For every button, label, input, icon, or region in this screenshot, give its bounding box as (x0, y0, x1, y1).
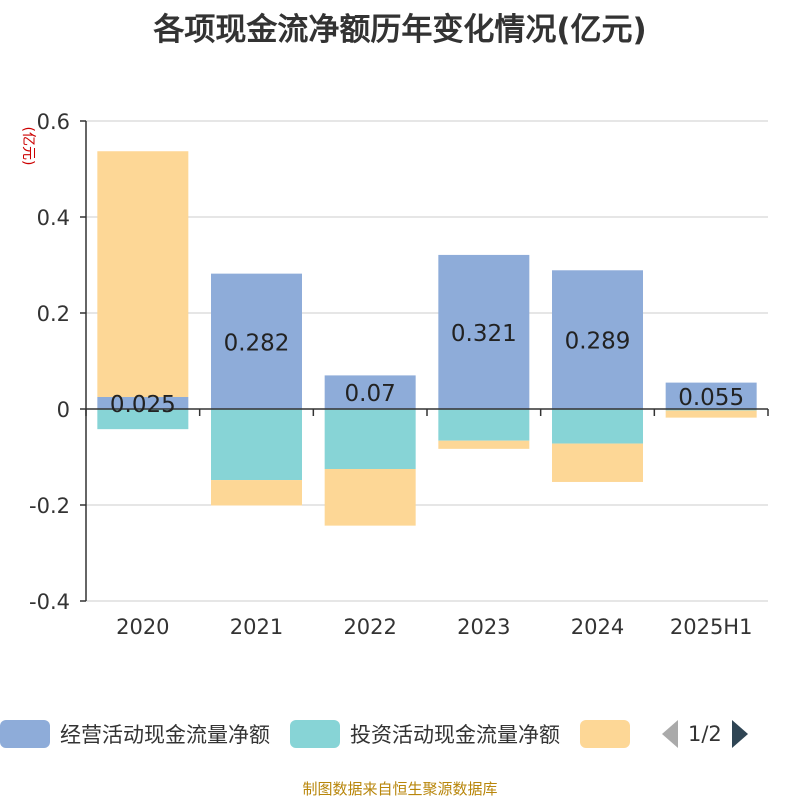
data-label: 0.289 (565, 329, 631, 355)
y-tick-label: -0.4 (29, 590, 70, 614)
x-tick-label: 2022 (343, 615, 396, 639)
y-tick-label: 0.6 (37, 110, 70, 134)
legend-item-operating[interactable]: 经营活动现金流量净额 (0, 719, 270, 749)
bar (211, 480, 302, 506)
y-axis-label: (亿元) (20, 127, 36, 166)
source-note: 制图数据来自恒生聚源数据库 (302, 780, 498, 798)
x-tick-label: 2023 (457, 615, 510, 639)
bar (552, 270, 643, 409)
legend-swatch-operating (0, 720, 50, 748)
legend-swatch-third (580, 720, 630, 748)
legend-label-operating: 经营活动现金流量净额 (60, 723, 270, 747)
y-tick-label: 0 (57, 398, 70, 422)
x-tick-label: 2024 (571, 615, 624, 639)
x-tick-label: 2025H1 (670, 615, 753, 639)
legend-item-third[interactable] (580, 720, 640, 748)
data-label: 0.025 (110, 392, 176, 418)
data-label: 0.055 (678, 385, 744, 411)
bars (97, 151, 757, 526)
chart-title: 各项现金流净额历年变化情况(亿元) (153, 12, 647, 48)
axes: 0.6 0.4 0.2 0 -0.2 -0.4 (亿元) 2020 2021 2022 2023 20… (20, 110, 769, 639)
bar (438, 254, 530, 409)
y-tick-label: -0.2 (29, 494, 70, 518)
bar (324, 409, 416, 469)
chevron-right-icon[interactable] (731, 720, 748, 748)
bar (665, 382, 757, 409)
bar (211, 409, 302, 481)
bar (97, 397, 189, 409)
y-tick-label: 0.2 (37, 302, 70, 326)
data-label: 0.07 (345, 381, 396, 407)
bar (552, 443, 643, 482)
legend: 经营活动现金流量净额 投资活动现金流量净额 1/2 (0, 716, 800, 752)
legend-label-investing: 投资活动现金流量净额 (350, 723, 560, 747)
data-labels: 0.025 0.282 0.07 0.321 0.289 0.055 (110, 321, 744, 418)
x-tick-label: 2020 (116, 615, 169, 639)
legend-swatch-investing (290, 720, 340, 748)
data-label: 0.321 (451, 321, 517, 347)
bar (438, 440, 530, 449)
chevron-left-icon[interactable] (662, 720, 678, 748)
grid-lines (86, 120, 768, 602)
bar (211, 273, 302, 409)
legend-pager: 1/2 (662, 720, 748, 748)
legend-item-investing[interactable]: 投资活动现金流量净额 (290, 719, 560, 749)
data-label: 0.282 (224, 330, 290, 356)
bar (552, 409, 643, 444)
bar (438, 409, 530, 441)
y-tick-label: 0.4 (37, 206, 70, 230)
bar (324, 375, 416, 409)
legend-page-indicator: 1/2 (688, 722, 722, 746)
bar (665, 410, 757, 418)
x-tick-label: 2021 (230, 615, 283, 639)
bar (324, 469, 416, 526)
bar (97, 409, 189, 430)
bar (97, 151, 189, 397)
